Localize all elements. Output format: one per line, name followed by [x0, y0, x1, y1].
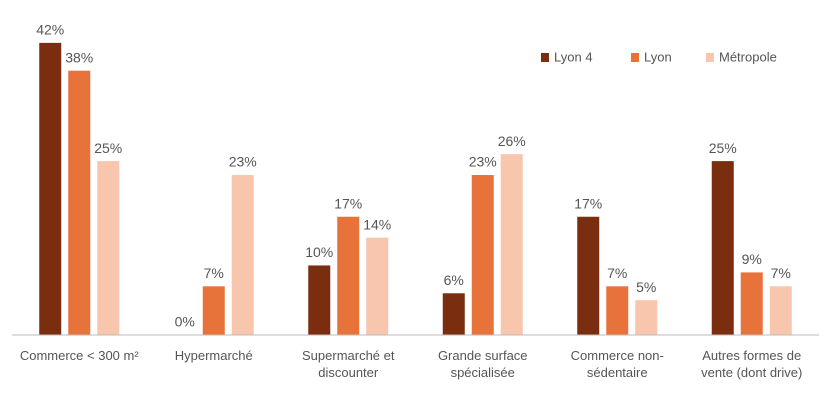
- data-label: 10%: [305, 244, 333, 260]
- bar: [442, 293, 465, 335]
- data-label: 42%: [36, 22, 64, 38]
- bar: [39, 42, 62, 335]
- x-tick-label: Commerce non-sédentaire: [570, 348, 664, 380]
- x-tick-label: Autres formes de vente (dont drive): [701, 348, 803, 380]
- x-tick-label: Commerce < 300 m²: [19, 348, 139, 363]
- bar: [202, 286, 225, 335]
- data-label: 25%: [94, 140, 122, 156]
- legend-swatch: [706, 53, 714, 62]
- bar: [606, 286, 629, 335]
- x-tick-label: Hypermarché: [174, 348, 253, 363]
- data-label: 5%: [636, 279, 656, 295]
- bar: [231, 175, 254, 335]
- legend-swatch: [631, 53, 639, 62]
- data-label: 9%: [742, 251, 762, 267]
- legend-label: Métropole: [719, 49, 777, 64]
- x-tick-label: Supermarché et discounter: [302, 348, 395, 380]
- data-label: 7%: [607, 265, 627, 281]
- data-label: 38%: [65, 49, 93, 65]
- bar: [577, 216, 600, 335]
- legend-label: Lyon: [644, 49, 672, 64]
- data-label: 25%: [709, 140, 737, 156]
- bar: [68, 70, 91, 335]
- data-label: 14%: [363, 216, 391, 232]
- data-label: 23%: [229, 154, 257, 170]
- data-label: 17%: [574, 195, 602, 211]
- bar: [366, 237, 389, 335]
- legend-label: Lyon 4: [554, 49, 593, 64]
- data-label: 6%: [444, 272, 464, 288]
- data-label: 17%: [334, 195, 362, 211]
- bar: [500, 154, 523, 335]
- data-label: 7%: [204, 265, 224, 281]
- data-label: 7%: [771, 265, 791, 281]
- legend-swatch: [541, 53, 549, 62]
- data-label: 23%: [469, 154, 497, 170]
- bar: [471, 175, 494, 335]
- bar: [711, 161, 734, 335]
- bar: [635, 300, 658, 335]
- data-label: 0%: [175, 314, 195, 330]
- bar: [769, 286, 792, 335]
- bar: [337, 216, 360, 335]
- data-label: 26%: [498, 133, 526, 149]
- bar: [740, 272, 763, 335]
- x-tick-label: Grande surface spécialisée: [437, 348, 528, 380]
- bar: [308, 265, 331, 335]
- bar: [97, 161, 120, 335]
